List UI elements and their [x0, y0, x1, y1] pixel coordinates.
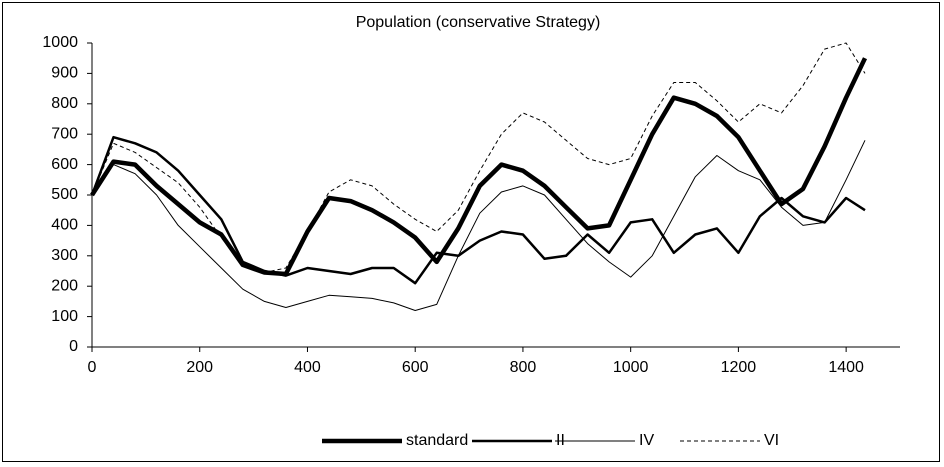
y-tick-label: 100: [51, 308, 78, 325]
chart-border: [2, 2, 940, 462]
y-tick-label: 400: [51, 217, 78, 234]
x-tick-label: 400: [294, 359, 321, 376]
y-tick-label: 900: [51, 65, 78, 82]
legend-label: standard: [406, 432, 468, 449]
y-tick-label: 0: [69, 338, 78, 355]
x-tick-label: 200: [186, 359, 213, 376]
y-tick-label: 200: [51, 277, 78, 294]
x-tick-label: 1200: [721, 359, 757, 376]
legend-label: VI: [764, 432, 779, 449]
y-tick-label: 1000: [42, 34, 78, 51]
y-tick-label: 600: [51, 156, 78, 173]
y-tick-label: 700: [51, 125, 78, 142]
x-tick-label: 1000: [613, 359, 649, 376]
chart-title: Population (conservative Strategy): [356, 14, 601, 31]
x-tick-label: 0: [88, 359, 97, 376]
y-tick-label: 300: [51, 247, 78, 264]
series-line: [91, 140, 866, 311]
series-line: [90, 57, 868, 277]
y-tick-label: 500: [51, 186, 78, 203]
x-tick-label: 800: [510, 359, 537, 376]
x-tick-label: 1400: [828, 359, 864, 376]
x-tick-label: 600: [402, 359, 429, 376]
legend-label: IV: [639, 432, 654, 449]
series-line: [91, 42, 866, 273]
y-tick-label: 800: [51, 95, 78, 112]
series-line: [90, 135, 866, 285]
